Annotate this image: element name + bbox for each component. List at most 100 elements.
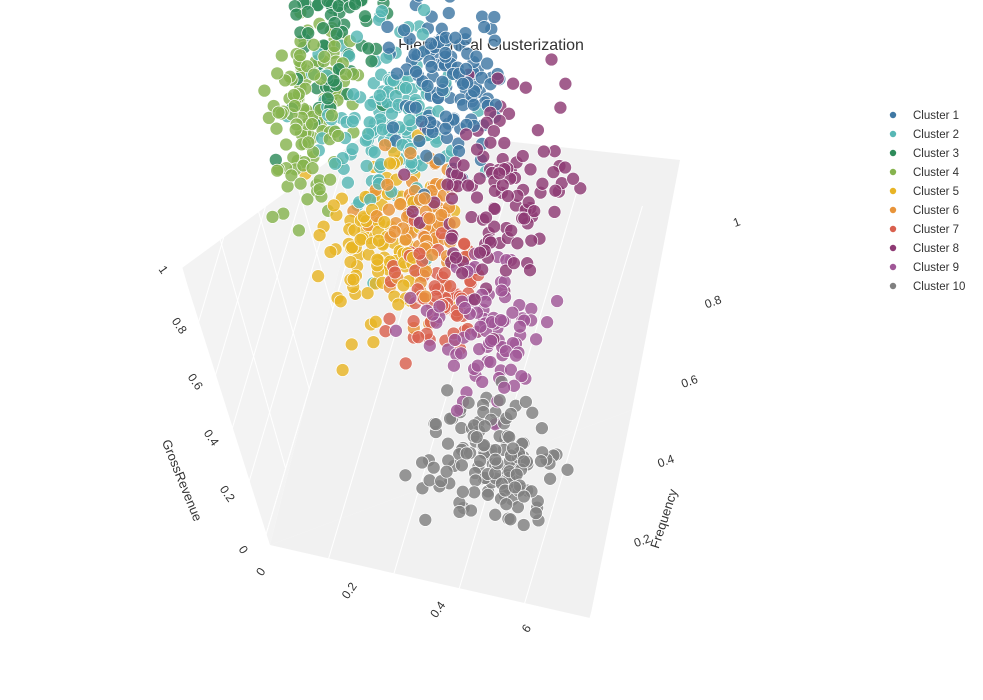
data-point-cluster-2 <box>345 114 360 129</box>
data-point-cluster-8 <box>490 71 505 86</box>
data-point-cluster-9 <box>497 380 512 395</box>
legend-item-cluster-5[interactable]: Cluster 5 <box>889 186 959 198</box>
data-point-cluster-5 <box>368 314 383 329</box>
y-tick-label: 0.6 <box>679 372 700 391</box>
data-point-cluster-2 <box>399 81 413 95</box>
data-point-cluster-5 <box>383 156 397 171</box>
x-tick-label: 6 <box>519 621 534 635</box>
data-point-cluster-8 <box>523 162 538 177</box>
y-tick-label: 1 <box>731 214 742 230</box>
data-point-cluster-10 <box>469 430 484 445</box>
data-point-cluster-1 <box>424 36 438 51</box>
data-point-cluster-10 <box>441 436 455 451</box>
data-point-cluster-10 <box>517 454 531 469</box>
z-tick-label: 1 <box>156 263 171 277</box>
data-point-cluster-8 <box>497 136 512 150</box>
data-point-cluster-1 <box>456 76 470 91</box>
legend-label: Cluster 1 <box>913 110 959 122</box>
y-axis-ticks: 0.2 0.4 0.6 0.8 1 <box>632 214 742 550</box>
data-point-cluster-8 <box>440 177 455 192</box>
data-point-cluster-3 <box>289 7 304 22</box>
data-point-cluster-3 <box>320 91 335 106</box>
data-point-cluster-2 <box>346 87 361 102</box>
legend-item-cluster-10[interactable]: Cluster 10 <box>889 281 966 293</box>
legend-item-cluster-3[interactable]: Cluster 3 <box>889 148 959 160</box>
data-point-cluster-8 <box>492 166 507 181</box>
data-point-cluster-10 <box>452 505 467 519</box>
data-point-cluster-3 <box>364 54 379 69</box>
data-point-cluster-5 <box>377 215 392 229</box>
data-point-cluster-8 <box>527 204 542 218</box>
data-point-cluster-9 <box>422 338 437 353</box>
legend-item-cluster-2[interactable]: Cluster 2 <box>889 129 959 141</box>
data-point-cluster-5 <box>333 294 348 309</box>
legend-item-cluster-8[interactable]: Cluster 8 <box>889 243 959 255</box>
data-point-cluster-10 <box>464 503 478 518</box>
data-point-cluster-10 <box>519 395 533 409</box>
x-tick-label: 0 <box>253 565 268 579</box>
legend-label: Cluster 6 <box>913 205 959 217</box>
data-point-cluster-10 <box>461 395 476 410</box>
data-point-cluster-1 <box>435 74 450 89</box>
data-point-cluster-5 <box>372 233 386 248</box>
data-point-cluster-8 <box>548 183 563 198</box>
data-point-cluster-9 <box>448 333 462 347</box>
data-point-cluster-1 <box>444 0 456 4</box>
data-point-cluster-6 <box>418 289 433 304</box>
data-point-cluster-10 <box>516 518 531 532</box>
legend: Cluster 1 Cluster 2 Cluster 3 Cluster 4 Clus… <box>889 110 966 293</box>
data-point-cluster-8 <box>492 113 507 128</box>
data-point-cluster-4 <box>307 67 321 82</box>
data-point-cluster-8 <box>510 236 525 251</box>
data-point-cluster-6 <box>447 215 462 230</box>
data-point-cluster-8 <box>501 189 515 203</box>
data-point-cluster-2 <box>367 145 382 160</box>
legend-item-cluster-9[interactable]: Cluster 9 <box>889 262 959 274</box>
data-point-cluster-7 <box>437 266 452 281</box>
gridline-x <box>523 205 643 605</box>
legend-marker <box>889 149 897 157</box>
legend-item-cluster-4[interactable]: Cluster 4 <box>889 167 960 179</box>
data-point-cluster-10 <box>525 405 540 420</box>
data-point-cluster-7 <box>457 236 472 251</box>
legend-item-cluster-7[interactable]: Cluster 7 <box>889 224 959 236</box>
data-point-cluster-6 <box>380 177 395 192</box>
legend-label: Cluster 5 <box>913 186 959 198</box>
legend-item-cluster-6[interactable]: Cluster 6 <box>889 205 959 217</box>
data-point-cluster-10 <box>428 417 443 432</box>
legend-item-cluster-1[interactable]: Cluster 1 <box>889 110 959 122</box>
data-point-cluster-4 <box>292 223 306 238</box>
data-point-cluster-9 <box>403 291 418 305</box>
data-point-cluster-10 <box>529 506 543 521</box>
data-point-cluster-3 <box>348 0 362 11</box>
data-point-cluster-4 <box>288 122 303 137</box>
data-point-cluster-8 <box>553 100 568 115</box>
legend-marker <box>889 187 897 195</box>
data-point-cluster-1 <box>432 152 447 167</box>
y-tick-label: 0.2 <box>632 531 653 550</box>
data-point-cluster-10 <box>506 441 520 456</box>
data-point-cluster-8 <box>470 142 484 157</box>
data-point-cluster-7 <box>388 265 402 280</box>
data-point-cluster-8 <box>397 167 412 182</box>
plot-scene[interactable] <box>181 0 709 619</box>
data-point-cluster-6 <box>393 197 408 212</box>
data-point-cluster-10 <box>415 455 429 470</box>
data-point-cluster-8 <box>524 233 539 248</box>
legend-label: Cluster 10 <box>913 281 965 293</box>
data-point-cluster-9 <box>550 294 564 308</box>
data-point-cluster-10 <box>467 485 482 500</box>
data-point-cluster-1 <box>386 120 400 135</box>
data-point-cluster-9 <box>484 334 498 348</box>
gridline-y <box>228 108 310 389</box>
data-point-cluster-1 <box>441 6 456 20</box>
data-point-cluster-6 <box>403 146 418 161</box>
data-point-cluster-1 <box>438 46 453 60</box>
legend-marker <box>889 225 897 233</box>
data-point-cluster-8 <box>504 223 519 238</box>
data-point-cluster-9 <box>472 342 487 356</box>
data-point-cluster-10 <box>440 383 455 398</box>
data-point-cluster-6 <box>422 211 437 226</box>
data-point-cluster-8 <box>566 171 580 186</box>
